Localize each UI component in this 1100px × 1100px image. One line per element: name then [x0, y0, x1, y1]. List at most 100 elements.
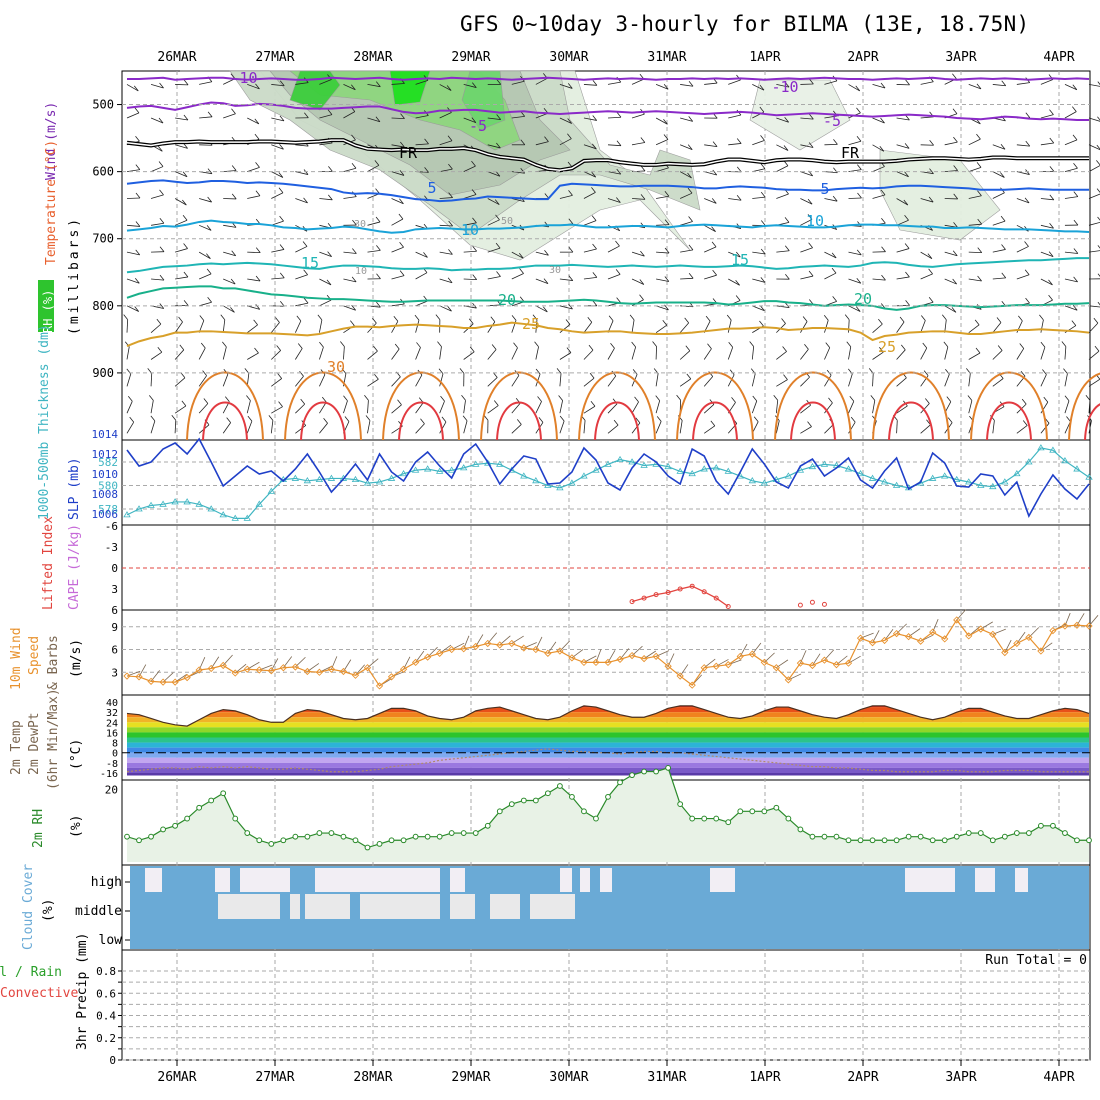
warm-contour-30 — [284, 371, 362, 441]
frame-pr — [121, 949, 1091, 1061]
wind-barb-flag — [1096, 144, 1100, 150]
wind-barb — [752, 251, 766, 255]
temp-band — [127, 762, 1089, 768]
wind-barb-flag — [1024, 241, 1029, 247]
wind-barb-flag — [1072, 106, 1077, 112]
wind-barb — [704, 198, 717, 204]
wind-barb-flag — [1042, 369, 1047, 375]
wind-barb — [920, 198, 934, 203]
wind-barb — [559, 400, 563, 414]
wind-barb-flag — [224, 396, 230, 402]
wind-barb — [174, 198, 187, 206]
wind-barb-flag — [1043, 396, 1049, 403]
rh2m-point — [665, 765, 672, 771]
wind10-speed-point — [1085, 622, 1093, 630]
wind-barb-flag — [279, 272, 285, 279]
lifted-index-point — [665, 590, 671, 595]
wind-barb-flag — [759, 106, 765, 113]
label-5: 5 — [820, 180, 829, 198]
wind-barb — [583, 248, 597, 253]
ylabel-wind: Wind (m/s) — [44, 102, 59, 180]
cloud-clear-middle — [218, 894, 280, 919]
wind-barb-flag — [567, 133, 572, 139]
wind-barb — [319, 347, 324, 360]
temp2m-line — [126, 705, 1090, 727]
wind-barb-flag — [591, 215, 597, 221]
thickness-point — [688, 469, 696, 477]
wind-barb — [824, 320, 829, 333]
wind-barb — [848, 251, 862, 256]
ylabel-precip-3hr: 3hr Precip (mm) — [75, 933, 90, 1050]
wind-barb — [655, 139, 669, 146]
rh2m-point — [532, 797, 539, 804]
wind-barb-flag — [846, 341, 852, 347]
wind-barb-flag — [856, 135, 862, 142]
wind-barb-flag — [491, 344, 497, 350]
thickness-point — [568, 479, 576, 486]
thickness-point — [940, 472, 949, 479]
wind-barb-flag — [656, 416, 662, 422]
wind-barb — [295, 425, 306, 434]
wind-barb — [174, 144, 188, 149]
thickness-point — [411, 466, 420, 473]
rh2m-plot: 20 — [105, 765, 1092, 862]
wind-barb — [848, 84, 860, 92]
wind-barb — [655, 373, 659, 387]
wind-barb — [271, 249, 285, 253]
rh2m-point — [701, 815, 708, 822]
wind-barb-flag — [538, 417, 544, 423]
wind10-speed-point — [231, 669, 239, 677]
wind-barb — [679, 171, 692, 179]
wind-barb — [680, 144, 693, 151]
wind-barb-flag — [535, 368, 541, 375]
wind-barb — [511, 273, 524, 280]
wind-barb — [343, 251, 357, 254]
wind-barb — [944, 278, 957, 285]
wind-barb — [174, 420, 177, 434]
wind-barb — [703, 348, 712, 360]
thickness-point — [1049, 446, 1057, 453]
wind-barb — [752, 196, 766, 199]
wind-barb — [463, 84, 477, 88]
thickness-point — [147, 501, 155, 508]
wind-barb-flag — [297, 343, 303, 349]
wind-barb — [391, 117, 405, 120]
wind-barb-flag — [543, 306, 548, 313]
wind-barb-flag — [929, 140, 934, 146]
wind-barb-flag — [303, 197, 308, 204]
wind-barb — [439, 112, 452, 119]
thickness-point — [784, 472, 793, 479]
wind-barb-flag — [566, 347, 572, 353]
wind-barb-flag — [472, 217, 477, 224]
rh2m-point — [376, 841, 383, 847]
rh-legend-swatch — [38, 280, 54, 332]
wind-barb — [679, 378, 692, 387]
wind-barb — [751, 400, 758, 414]
wind-barb — [920, 347, 928, 360]
wind-barb — [872, 144, 885, 152]
rh2m-point — [917, 833, 924, 840]
temperature-contour — [126, 257, 1089, 274]
wind-barb-flag — [352, 248, 357, 254]
wind-barb — [968, 138, 981, 146]
wind-barb-flag — [655, 395, 660, 401]
wind10-speed-point — [652, 652, 660, 660]
label-freezing: FR — [841, 144, 860, 162]
wind-barb — [174, 349, 185, 360]
lifted-index-point — [677, 586, 683, 592]
wind10-speed-point — [436, 649, 444, 657]
wind-barb — [271, 117, 285, 122]
wind-barb — [968, 373, 971, 387]
wind-barb-flag — [711, 226, 716, 232]
wind-barb-flag — [253, 319, 258, 326]
wind-barb — [126, 278, 140, 284]
wind-barb-flag — [1073, 219, 1079, 226]
wind-barb-flag — [231, 193, 237, 200]
wind-barb-flag — [462, 415, 468, 421]
wind-barb-flag — [1048, 251, 1054, 257]
ylabel-cape: CAPE (J/kg) — [67, 524, 82, 610]
wind-barb — [271, 277, 285, 280]
ylabel-thickness: 1000-500mb Thickness (dm) — [37, 324, 52, 520]
wind-barb-flag — [558, 395, 563, 401]
wind-barb-flag — [735, 251, 741, 258]
